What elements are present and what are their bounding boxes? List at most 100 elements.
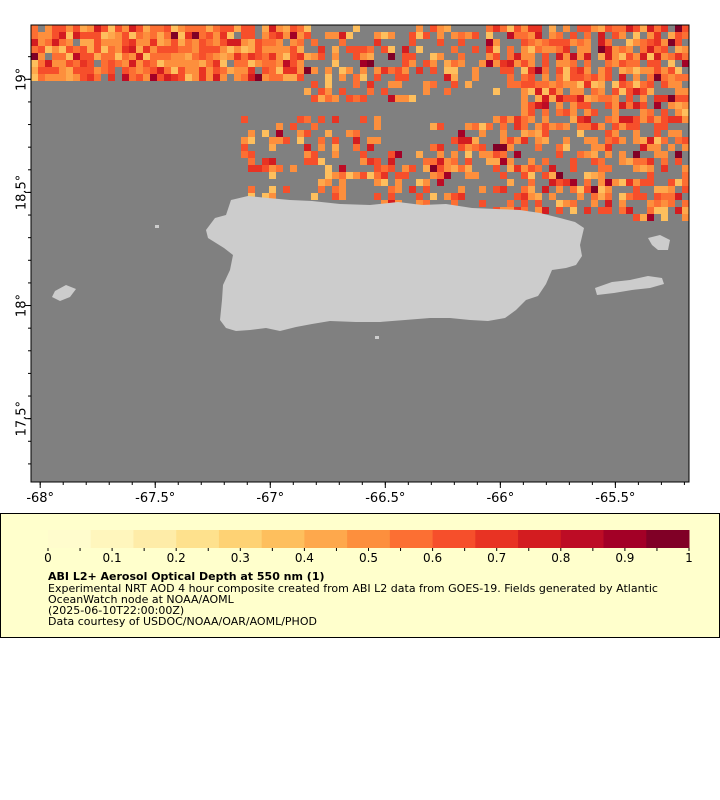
aod-pixel [521, 193, 528, 200]
aod-pixel [563, 123, 570, 130]
aod-pixel [374, 116, 381, 123]
aod-pixel [451, 67, 458, 74]
aod-pixel [115, 46, 122, 53]
aod-pixel [290, 60, 297, 67]
aod-pixel [430, 81, 437, 88]
aod-pixel [682, 116, 689, 123]
aod-pixel [549, 46, 556, 53]
aod-pixel [486, 123, 493, 130]
aod-pixel [598, 165, 605, 172]
lon-tick-label: -68° [26, 491, 54, 506]
aod-pixel [549, 193, 556, 200]
aod-pixel [626, 116, 633, 123]
aod-pixel [598, 25, 605, 32]
aod-pixel [353, 74, 360, 81]
aod-pixel [577, 88, 584, 95]
aod-pixel [94, 32, 101, 39]
aod-pixel [122, 46, 129, 53]
aod-pixel [500, 116, 507, 123]
aod-pixel [304, 158, 311, 165]
aod-pixel [451, 137, 458, 144]
aod-pixel [325, 32, 332, 39]
aod-pixel [584, 53, 591, 60]
aod-pixel [129, 32, 136, 39]
aod-pixel [535, 95, 542, 102]
color-scale-swatch [560, 530, 605, 548]
aod-pixel [647, 60, 654, 67]
aod-pixel [171, 25, 178, 32]
aod-pixel [374, 172, 381, 179]
aod-pixel [591, 172, 598, 179]
map-figure: -68° -67.5° -67° -66.5° -66° -65.5° 19°18.5°1… [15, 24, 690, 506]
aod-pixel [423, 60, 430, 67]
aod-pixel [213, 39, 220, 46]
aod-pixel [584, 95, 591, 102]
lon-tick-label: -67° [256, 491, 284, 506]
aod-pixel [668, 102, 675, 109]
aod-pixel [675, 32, 682, 39]
aod-pixel [458, 193, 465, 200]
aod-pixel [472, 137, 479, 144]
aod-pixel [640, 165, 647, 172]
aod-pixel [325, 67, 332, 74]
aod-pixel [136, 32, 143, 39]
aod-pixel [570, 200, 577, 207]
color-scale-swatch [646, 530, 690, 548]
aod-pixel [598, 179, 605, 186]
aod-pixel [598, 67, 605, 74]
scale-tick-label: 0.9 [615, 551, 634, 564]
aod-pixel [542, 81, 549, 88]
aod-pixel [633, 39, 640, 46]
aod-pixel [535, 207, 542, 214]
aod-pixel [605, 207, 612, 214]
aod-pixel [542, 109, 549, 116]
aod-pixel [605, 53, 612, 60]
aod-pixel [472, 46, 479, 53]
aod-pixel [360, 116, 367, 123]
aod-pixel [213, 74, 220, 81]
aod-pixel [647, 158, 654, 165]
aod-pixel [269, 137, 276, 144]
scale-tick-label: 0.5 [359, 551, 378, 564]
aod-pixel [430, 144, 437, 151]
aod-pixel [430, 193, 437, 200]
aod-pixel [213, 60, 220, 67]
aod-pixel [570, 88, 577, 95]
aod-pixel [556, 102, 563, 109]
aod-pixel [108, 60, 115, 67]
aod-pixel [556, 179, 563, 186]
aod-pixel [136, 74, 143, 81]
aod-pixel [514, 53, 521, 60]
aod-pixel [52, 25, 59, 32]
aod-pixel [486, 151, 493, 158]
aod-pixel [563, 200, 570, 207]
aod-pixel [150, 32, 157, 39]
aod-pixel [248, 186, 255, 193]
aod-pixel [528, 74, 535, 81]
aod-pixel [213, 67, 220, 74]
aod-pixel [248, 67, 255, 74]
aod-pixel [675, 81, 682, 88]
aod-pixel [549, 172, 556, 179]
aod-pixel [157, 67, 164, 74]
longitude-axis: -68° -67.5° -67° -66.5° -66° -65.5° [26, 482, 685, 506]
aod-pixel [472, 74, 479, 81]
aod-pixel [150, 67, 157, 74]
aod-pixel [528, 67, 535, 74]
aod-pixel [584, 137, 591, 144]
aod-pixel [500, 67, 507, 74]
aod-pixel [661, 151, 668, 158]
aod-pixel [451, 46, 458, 53]
aod-pixel [661, 39, 668, 46]
aod-pixel [661, 186, 668, 193]
aod-pixel [654, 123, 661, 130]
aod-pixel [283, 74, 290, 81]
aod-pixel [640, 144, 647, 151]
aod-pixel [59, 25, 66, 32]
aod-pixel [367, 158, 374, 165]
aod-pixel [654, 151, 661, 158]
aod-pixel [591, 88, 598, 95]
aod-pixel [570, 32, 577, 39]
aod-pixel [661, 193, 668, 200]
aod-pixel [115, 39, 122, 46]
